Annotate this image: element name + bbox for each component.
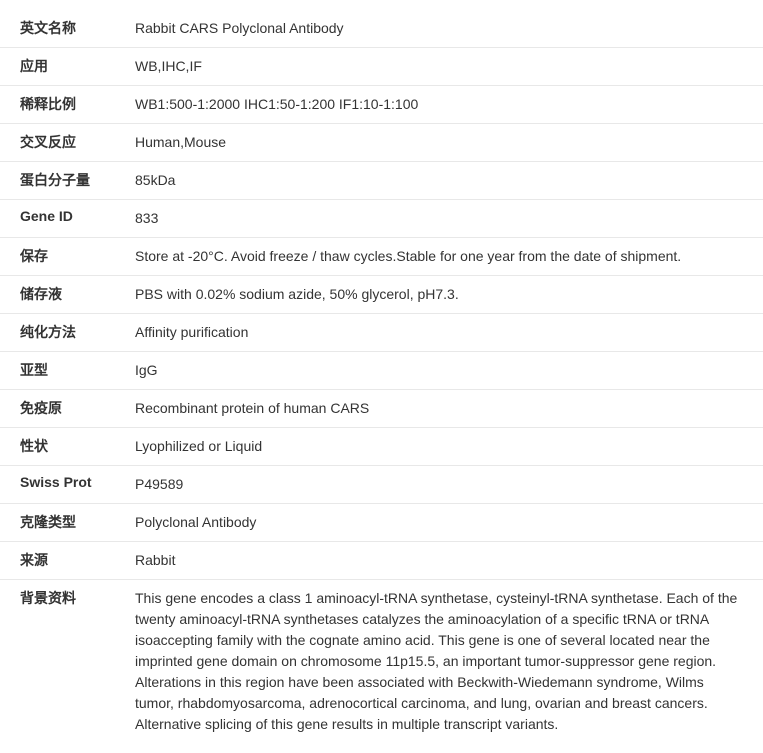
spec-row: 稀释比例WB1:500-1:2000 IHC1:50-1:200 IF1:10-… xyxy=(0,86,763,124)
spec-value: Rabbit xyxy=(135,550,763,571)
spec-row: 纯化方法Affinity purification xyxy=(0,314,763,352)
spec-row: 交叉反应Human,Mouse xyxy=(0,124,763,162)
spec-label: 来源 xyxy=(20,550,135,570)
spec-row: 免疫原Recombinant protein of human CARS xyxy=(0,390,763,428)
spec-label: 储存液 xyxy=(20,284,135,304)
spec-row: 亚型IgG xyxy=(0,352,763,390)
spec-label: Gene ID xyxy=(20,208,135,224)
spec-label: 纯化方法 xyxy=(20,322,135,342)
spec-value: Lyophilized or Liquid xyxy=(135,436,763,457)
spec-value: Polyclonal Antibody xyxy=(135,512,763,533)
spec-value: P49589 xyxy=(135,474,763,495)
spec-row: 应用WB,IHC,IF xyxy=(0,48,763,86)
spec-row: 保存Store at -20°C. Avoid freeze / thaw cy… xyxy=(0,238,763,276)
spec-label: 亚型 xyxy=(20,360,135,380)
spec-value: 833 xyxy=(135,208,763,229)
spec-label: 克隆类型 xyxy=(20,512,135,532)
spec-label: 性状 xyxy=(20,436,135,456)
spec-row: 性状Lyophilized or Liquid xyxy=(0,428,763,466)
spec-row: 背景资料This gene encodes a class 1 aminoacy… xyxy=(0,580,763,743)
spec-row: 蛋白分子量85kDa xyxy=(0,162,763,200)
spec-value: Human,Mouse xyxy=(135,132,763,153)
spec-row: Gene ID833 xyxy=(0,200,763,238)
spec-value: WB1:500-1:2000 IHC1:50-1:200 IF1:10-1:10… xyxy=(135,94,763,115)
spec-label: 英文名称 xyxy=(20,18,135,38)
spec-label: 背景资料 xyxy=(20,588,135,608)
spec-value: Rabbit CARS Polyclonal Antibody xyxy=(135,18,763,39)
spec-value: IgG xyxy=(135,360,763,381)
spec-value: 85kDa xyxy=(135,170,763,191)
spec-table: 英文名称Rabbit CARS Polyclonal Antibody应用WB,… xyxy=(0,10,763,743)
spec-label: 稀释比例 xyxy=(20,94,135,114)
spec-row: Swiss ProtP49589 xyxy=(0,466,763,504)
spec-label: 保存 xyxy=(20,246,135,266)
spec-label: 交叉反应 xyxy=(20,132,135,152)
spec-value: Store at -20°C. Avoid freeze / thaw cycl… xyxy=(135,246,763,267)
spec-row: 克隆类型Polyclonal Antibody xyxy=(0,504,763,542)
spec-label: 应用 xyxy=(20,56,135,76)
spec-value: Affinity purification xyxy=(135,322,763,343)
spec-value: This gene encodes a class 1 aminoacyl-tR… xyxy=(135,588,763,735)
spec-label: 蛋白分子量 xyxy=(20,170,135,190)
spec-label: Swiss Prot xyxy=(20,474,135,490)
spec-value: PBS with 0.02% sodium azide, 50% glycero… xyxy=(135,284,763,305)
spec-row: 储存液PBS with 0.02% sodium azide, 50% glyc… xyxy=(0,276,763,314)
spec-row: 英文名称Rabbit CARS Polyclonal Antibody xyxy=(0,10,763,48)
spec-label: 免疫原 xyxy=(20,398,135,418)
spec-row: 来源Rabbit xyxy=(0,542,763,580)
spec-value: Recombinant protein of human CARS xyxy=(135,398,763,419)
spec-value: WB,IHC,IF xyxy=(135,56,763,77)
